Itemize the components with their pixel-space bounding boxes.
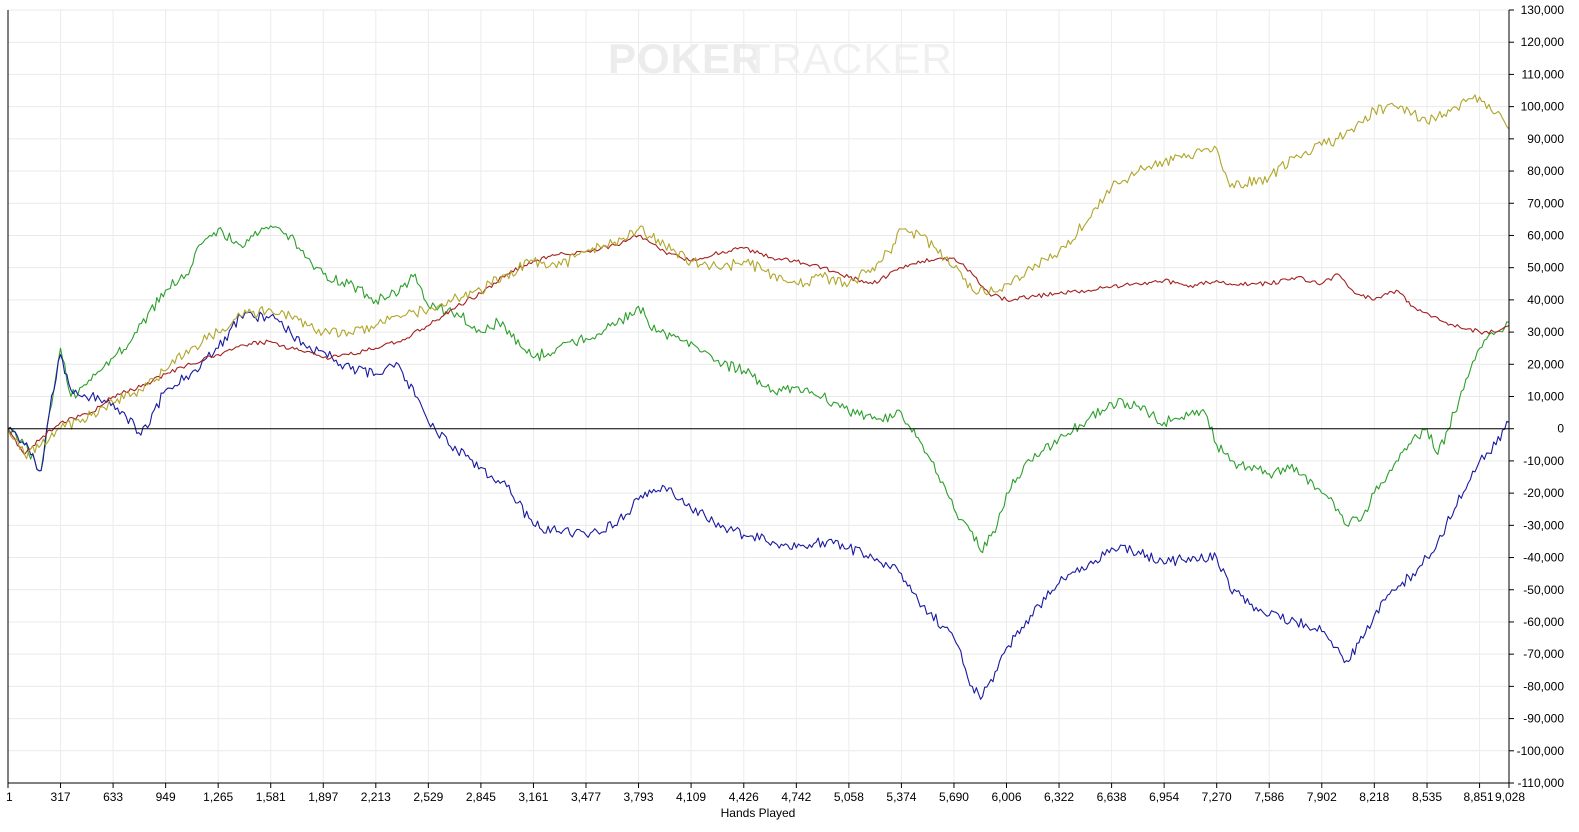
y-tick-label: -10,000 [1523,454,1564,468]
x-tick-label: 1,581 [256,790,286,804]
y-tick-label: -30,000 [1523,518,1564,532]
x-tick-label: 6,954 [1149,790,1179,804]
x-tick-label: 8,851 [1464,790,1494,804]
y-tick-label: 130,000 [1521,3,1565,17]
x-axis: 1 317 633 949 1,265 1,581 1,897 2,213 2,529 2,845… [6,783,1525,804]
series-line-2 [7,311,1510,700]
grid [7,9,1510,784]
y-axis: 130,000 120,000 110,000 100,000 90,000 80,000… [1509,3,1564,790]
x-tick-label: 7,270 [1202,790,1232,804]
x-tick-label: 949 [156,790,176,804]
x-axis-title: Hands Played [721,806,796,820]
x-tick-label: 1,265 [203,790,233,804]
series-line-4 [7,94,1510,460]
series-lines [7,94,1510,700]
y-tick-label: -90,000 [1523,712,1564,726]
x-tick-label: 7,586 [1254,790,1284,804]
y-tick-label: 50,000 [1527,261,1564,275]
x-tick-label: 317 [51,790,71,804]
y-tick-label: -100,000 [1517,744,1565,758]
x-tick-label: 5,058 [834,790,864,804]
x-tick-label: 5,690 [939,790,969,804]
x-tick-label: 4,426 [729,790,759,804]
y-tick-label: -70,000 [1523,647,1564,661]
y-tick-label: 0 [1557,422,1564,436]
y-tick-label: -110,000 [1518,776,1565,790]
series-line-1 [7,225,1510,554]
y-tick-label: 120,000 [1521,35,1565,49]
y-tick-label: 10,000 [1527,390,1564,404]
x-tick-label: 1 [6,790,13,804]
x-tick-label: 9,028 [1495,790,1525,804]
x-tick-label: 3,161 [518,790,548,804]
x-tick-label: 2,845 [466,790,496,804]
x-tick-label: 1,897 [308,790,338,804]
x-tick-label: 7,902 [1307,790,1337,804]
y-tick-label: -80,000 [1523,679,1564,693]
y-tick-label: -20,000 [1523,486,1564,500]
y-tick-label: 60,000 [1527,228,1564,242]
y-tick-label: 30,000 [1527,325,1564,339]
series-line-3 [7,234,1510,456]
x-tick-label: 3,793 [624,790,654,804]
x-tick-label: 6,006 [991,790,1021,804]
y-tick-label: 80,000 [1527,164,1564,178]
y-tick-label: -50,000 [1523,583,1564,597]
x-tick-label: 4,742 [781,790,811,804]
x-tick-label: 4,109 [676,790,706,804]
x-tick-label: 8,218 [1359,790,1389,804]
x-tick-label: 8,535 [1412,790,1442,804]
x-tick-label: 2,213 [361,790,391,804]
y-tick-label: -40,000 [1523,551,1564,565]
x-tick-label: 2,529 [413,790,443,804]
y-tick-label: 70,000 [1527,196,1564,210]
y-tick-label: 40,000 [1527,293,1564,307]
y-tick-label: -60,000 [1523,615,1564,629]
y-tick-label: 90,000 [1527,132,1564,146]
x-tick-label: 6,322 [1044,790,1074,804]
x-tick-label: 3,477 [571,790,601,804]
x-tick-label: 633 [103,790,123,804]
x-tick-label: 6,638 [1097,790,1127,804]
y-tick-label: 110,000 [1522,67,1565,81]
y-tick-label: 100,000 [1521,100,1565,114]
y-tick-label: 20,000 [1527,357,1564,371]
x-tick-label: 5,374 [886,790,916,804]
